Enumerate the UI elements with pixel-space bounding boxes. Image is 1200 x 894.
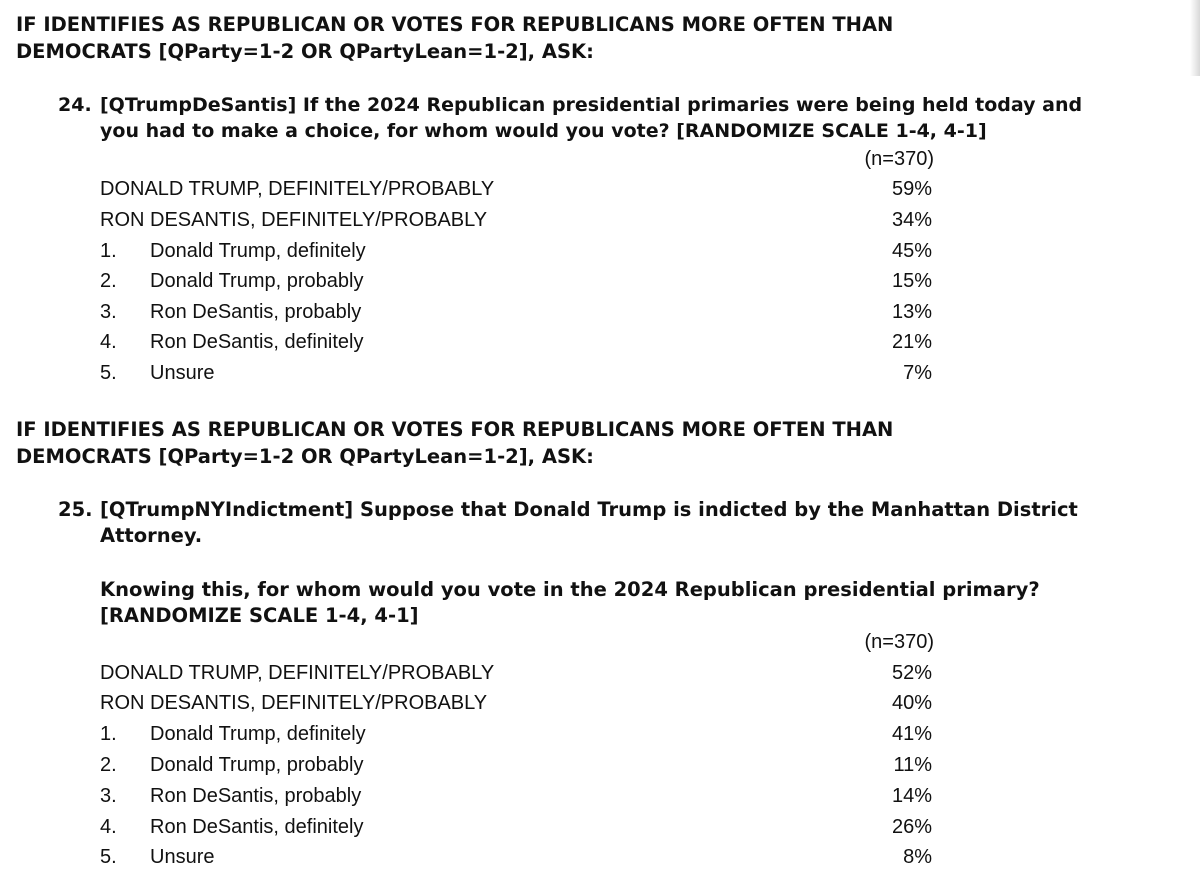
result-value: 41% [891,723,932,745]
result-label: Donald Trump, definitely [150,723,366,745]
result-label: Unsure [150,362,215,384]
result-row: 5. Unsure 7% [0,361,1200,392]
result-label: Ron DeSantis, definitely [150,816,364,838]
result-label: Unsure [150,846,215,868]
result-row: 4. Ron DeSantis, definitely 26% [0,815,1200,846]
sample-size-label: (n=370) [864,631,935,653]
result-row: 1. Donald Trump, definitely 41% [0,722,1200,753]
result-label: Ron DeSantis, probably [150,301,362,323]
result-value: 11% [893,754,932,776]
question-text-line-2: Attorney. [100,524,203,547]
filter-header-line-1: IF IDENTIFIES AS REPUBLICAN OR VOTES FOR… [16,418,894,441]
result-value: 40% [891,692,932,714]
result-number: 2. [100,270,117,292]
result-number: 5. [100,846,117,868]
result-label: DONALD TRUMP, DEFINITELY/PROBABLY [100,662,495,684]
result-row-aggregate: RON DESANTIS, DEFINITELY/PROBABLY 34% [0,208,1200,239]
filter-header-line-2: DEMOCRATS [QParty=1-2 OR QPartyLean=1-2]… [16,40,594,63]
result-label: Donald Trump, probably [150,754,364,776]
result-row: 1. Donald Trump, definitely 45% [0,239,1200,270]
question-number: 25. [58,498,93,521]
question-text-line-1: [QTrumpNYIndictment] Suppose that Donald… [100,498,1078,521]
result-row: 5. Unsure 8% [0,845,1200,876]
result-number: 1. [100,723,117,745]
result-value: 15% [891,270,932,292]
result-row: 3. Ron DeSantis, probably 13% [0,300,1200,331]
result-number: 1. [100,240,117,262]
result-number: 4. [100,331,117,353]
result-value: 14% [891,785,932,807]
filter-header-line-1: IF IDENTIFIES AS REPUBLICAN OR VOTES FOR… [16,13,894,36]
sample-size-label: (n=370) [864,148,935,170]
result-row-aggregate: DONALD TRUMP, DEFINITELY/PROBABLY 52% [0,661,1200,692]
result-value: 21% [891,331,932,353]
result-value: 26% [891,816,932,838]
result-row: 2. Donald Trump, probably 11% [0,753,1200,784]
result-value: 8% [903,846,932,868]
question-number: 24. [58,94,92,116]
result-label: DONALD TRUMP, DEFINITELY/PROBABLY [100,178,495,200]
result-label: RON DESANTIS, DEFINITELY/PROBABLY [100,692,488,714]
result-label: RON DESANTIS, DEFINITELY/PROBABLY [100,209,488,231]
result-value: 7% [903,362,932,384]
result-label: Ron DeSantis, definitely [150,331,364,353]
result-value: 59% [891,178,932,200]
result-row-aggregate: DONALD TRUMP, DEFINITELY/PROBABLY 59% [0,177,1200,208]
result-number: 5. [100,362,117,384]
result-label: Donald Trump, probably [150,270,364,292]
page-edge-shadow [1190,0,1200,76]
result-number: 2. [100,754,117,776]
filter-header-line-2: DEMOCRATS [QParty=1-2 OR QPartyLean=1-2]… [16,445,594,468]
question-text-line-1: [QTrumpDeSantis] If the 2024 Republican … [100,94,1083,116]
result-number: 3. [100,301,117,323]
result-value: 13% [891,301,932,323]
result-label: Ron DeSantis, probably [150,785,362,807]
result-value: 45% [891,240,932,262]
result-value: 52% [891,662,932,684]
result-number: 3. [100,785,117,807]
result-row-aggregate: RON DESANTIS, DEFINITELY/PROBABLY 40% [0,691,1200,722]
result-row: 2. Donald Trump, probably 15% [0,269,1200,300]
result-label: Donald Trump, definitely [150,240,366,262]
result-number: 4. [100,816,117,838]
result-value: 34% [891,209,932,231]
result-row: 4. Ron DeSantis, definitely 21% [0,330,1200,361]
question-text-line-2: you had to make a choice, for whom would… [100,120,987,142]
result-row: 3. Ron DeSantis, probably 14% [0,784,1200,815]
question-followup-line-2: [RANDOMIZE SCALE 1-4, 4-1] [100,604,419,627]
question-followup-line-1: Knowing this, for whom would you vote in… [100,578,1040,601]
